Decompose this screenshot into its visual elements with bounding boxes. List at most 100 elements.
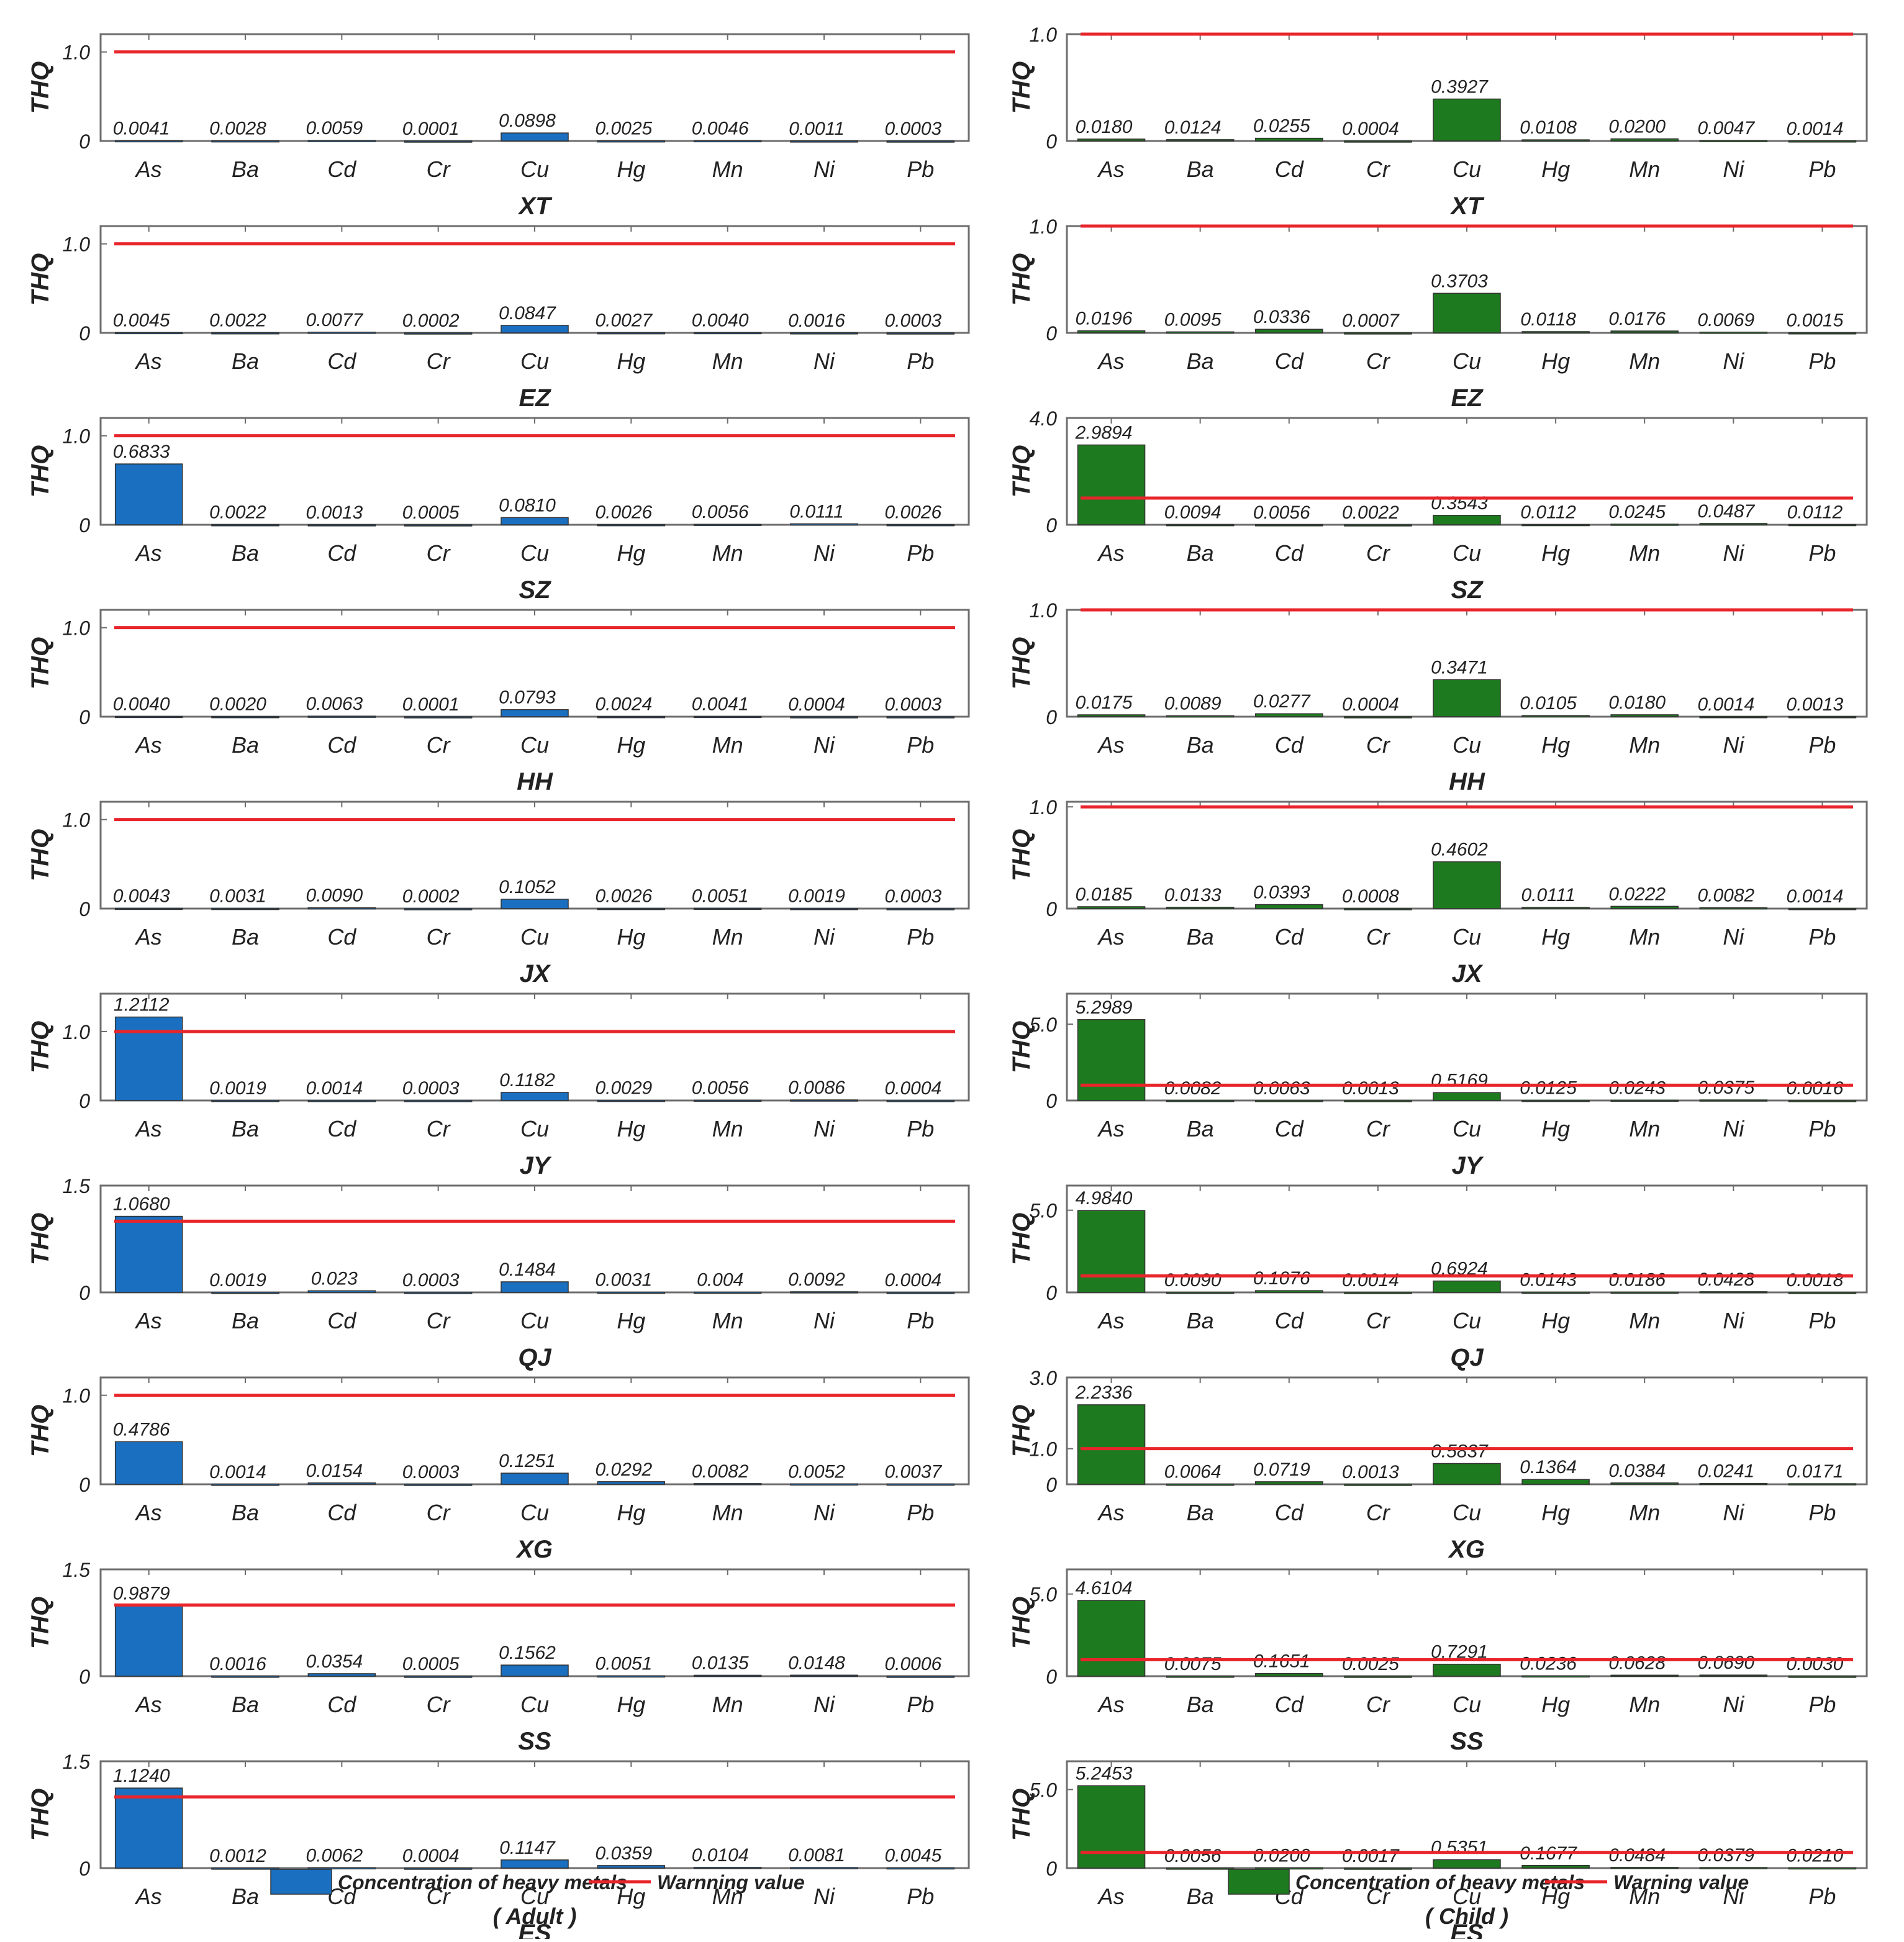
bar-cr [1344,1867,1412,1870]
x-tick-label-as: As [1097,924,1125,950]
site-label: JX [1452,960,1484,987]
bar-cd [307,1290,376,1293]
y-tick-label: 0 [79,898,90,920]
data-label-cr: 0.0022 [1342,502,1399,523]
x-tick-label-cr: Cr [1366,1884,1391,1909]
x-tick-label-cr: Cr [1366,1116,1391,1141]
x-tick-label-cu: Cu [520,732,549,758]
data-label-cd: 0.0255 [1253,116,1310,137]
bar-cu [501,709,569,717]
bar-as [1077,714,1146,717]
x-tick-label-cu: Cu [1453,732,1481,758]
data-label-pb: 0.0037 [884,1461,942,1482]
x-tick-label-cr: Cr [427,1884,451,1909]
data-label-ni: 0.0081 [788,1845,845,1866]
x-tick-label-as: As [1097,1500,1125,1525]
x-tick-label-cu: Cu [520,1884,549,1909]
x-tick-label-as: As [1097,1116,1125,1141]
y-tick-label: 0 [79,130,90,153]
x-tick-label-hg: Hg [1541,540,1570,566]
x-tick-label-cu: Cu [520,1308,549,1333]
x-tick-label-cd: Cd [1275,157,1304,182]
x-tick-label-ni: Ni [814,924,835,950]
y-axis-label: THQ [1008,1213,1035,1265]
data-label-cd: 0.0063 [1253,1078,1310,1099]
bar-ba [1166,1676,1235,1678]
y-tick-label: 0 [1046,1090,1057,1112]
bar-as [114,1016,183,1101]
y-axis-label: THQ [1008,829,1035,881]
x-tick-label-ni: Ni [1723,540,1744,566]
x-tick-label-cr: Cr [427,924,451,950]
data-label-ba: 0.0082 [1164,1078,1222,1099]
bar-mn [1610,330,1679,333]
data-label-ni: 0.0690 [1697,1653,1754,1673]
data-label-as: 1.0680 [113,1194,170,1215]
data-label-ni: 0.0487 [1697,501,1755,522]
x-tick-label-cr: Cr [1366,924,1391,950]
data-label-as: 4.6104 [1076,1578,1133,1599]
bar-cd [307,1867,376,1870]
data-label-as: 0.0041 [113,118,170,138]
x-tick-label-as: As [1097,348,1125,374]
x-tick-label-ba: Ba [232,1884,259,1909]
x-tick-label-cu: Cu [520,1116,549,1141]
bar-ni [1699,1291,1768,1294]
data-label-cu: 0.1484 [499,1259,556,1280]
bar-hg [597,332,666,335]
bar-cr [404,716,473,719]
x-tick-label-mn: Mn [712,732,743,758]
x-tick-label-ni: Ni [1723,924,1744,950]
data-label-as: 5.2989 [1076,997,1133,1018]
data-label-cr: 0.0007 [1342,311,1400,331]
y-axis-label: THQ [27,829,54,881]
bar-ni [790,1674,858,1677]
y-tick-label: 0 [79,706,90,728]
bar-hg [597,1099,666,1102]
x-tick-label-mn: Mn [712,1500,743,1525]
bar-ni [1699,1674,1768,1677]
data-label-as: 0.4786 [113,1419,170,1440]
bar-mn [1610,1291,1679,1294]
bar-mn [1610,905,1679,909]
bar-cr [404,1100,473,1102]
data-label-as: 0.0185 [1076,884,1133,905]
data-label-mn: 0.0056 [692,502,749,522]
x-tick-label-ni: Ni [1723,157,1744,182]
data-label-cd: 0.0354 [306,1651,363,1672]
x-tick-label-mn: Mn [712,1116,743,1141]
data-label-cr: 0.0003 [402,1270,460,1291]
x-tick-label-as: As [135,1692,162,1717]
x-tick-label-ni: Ni [1723,732,1744,758]
x-tick-label-ni: Ni [814,1692,835,1717]
x-tick-label-ba: Ba [1187,1884,1214,1909]
data-label-cd: 0.0200 [1253,1845,1310,1866]
y-tick-label: 1.0 [63,234,91,256]
site-label: SS [1450,1728,1484,1755]
x-tick-label-cd: Cd [327,1500,356,1525]
data-label-mn: 0.0180 [1608,692,1666,713]
bar-mn [1610,138,1679,142]
y-axis-label: THQ [27,61,54,114]
data-label-hg: 0.0125 [1520,1078,1577,1099]
x-tick-label-hg: Hg [617,540,645,566]
data-label-cr: 0.0003 [402,1462,460,1482]
data-label-cr: 0.0005 [402,1654,460,1674]
bar-cu [1433,293,1501,333]
data-label-as: 2.2336 [1075,1382,1133,1403]
bar-cu [501,899,569,909]
data-label-cu: 0.1182 [499,1070,555,1091]
data-label-hg: 0.0025 [595,119,652,139]
x-tick-label-pb: Pb [907,157,934,182]
y-axis-label: THQ [1008,445,1035,497]
data-label-ba: 0.0095 [1164,309,1222,330]
data-label-cd: 0.1651 [1253,1651,1310,1672]
bar-pb [886,1292,955,1294]
panel-adult-ez: 0.0045 As 0.0022 Ba 0.0077 Cd 0.0002 Cr 0.0847 Cu… [27,225,970,412]
x-tick-label-pb: Pb [907,540,934,566]
x-tick-label-ba: Ba [232,348,259,374]
data-label-cr: 0.0025 [1342,1654,1399,1674]
x-tick-label-cd: Cd [327,1692,356,1717]
bar-cu [501,1859,569,1869]
legend-bar-swatch [1228,1869,1290,1895]
